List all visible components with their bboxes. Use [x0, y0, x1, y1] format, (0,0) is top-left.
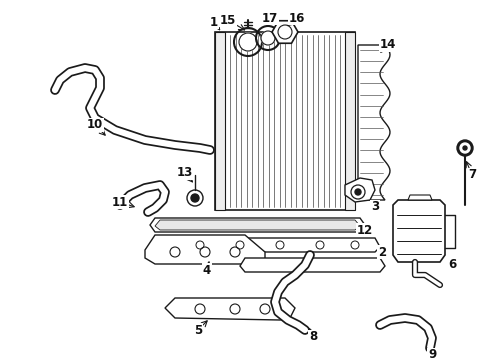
Circle shape — [278, 25, 292, 39]
Circle shape — [463, 146, 467, 150]
Circle shape — [191, 194, 199, 202]
Text: 9: 9 — [428, 348, 436, 360]
Polygon shape — [272, 21, 298, 43]
Polygon shape — [215, 32, 355, 210]
Text: 1: 1 — [210, 15, 218, 28]
Text: 13: 13 — [177, 166, 193, 180]
Circle shape — [457, 140, 473, 156]
Circle shape — [355, 189, 361, 195]
Polygon shape — [345, 178, 375, 202]
Text: 17: 17 — [262, 12, 278, 24]
Text: 2: 2 — [378, 246, 386, 258]
Circle shape — [460, 143, 470, 153]
Text: 11: 11 — [112, 195, 128, 208]
Polygon shape — [408, 195, 432, 200]
Polygon shape — [150, 218, 365, 232]
Polygon shape — [393, 200, 445, 262]
Text: 14: 14 — [380, 39, 396, 51]
Polygon shape — [155, 220, 360, 230]
Polygon shape — [145, 235, 265, 264]
Polygon shape — [345, 32, 355, 210]
Text: 16: 16 — [289, 12, 305, 24]
Text: 4: 4 — [203, 264, 211, 276]
Text: 3: 3 — [371, 201, 379, 213]
Text: 8: 8 — [309, 330, 317, 343]
Circle shape — [261, 31, 275, 45]
Text: 5: 5 — [194, 324, 202, 337]
Polygon shape — [358, 45, 390, 200]
Circle shape — [239, 33, 257, 51]
Text: 15: 15 — [220, 13, 236, 27]
Polygon shape — [150, 238, 380, 252]
Text: 6: 6 — [448, 258, 456, 271]
Polygon shape — [215, 32, 225, 210]
Text: 12: 12 — [357, 224, 373, 237]
Text: 7: 7 — [468, 168, 476, 181]
Polygon shape — [165, 298, 295, 320]
Text: 10: 10 — [87, 118, 103, 131]
Polygon shape — [240, 258, 385, 272]
